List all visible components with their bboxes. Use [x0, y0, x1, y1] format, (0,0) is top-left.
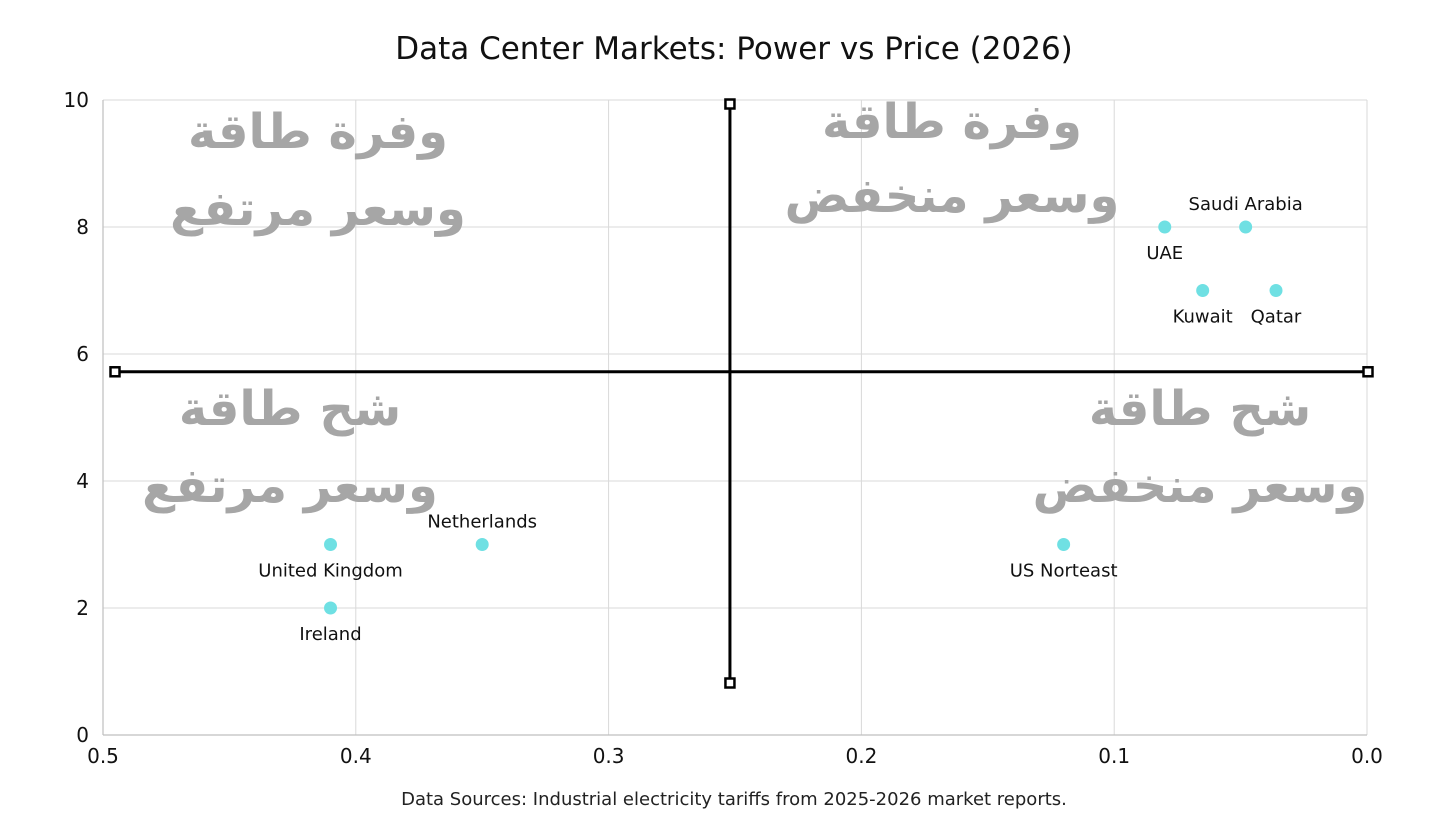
data-point — [475, 538, 489, 551]
axes — [102, 100, 1367, 736]
data-point — [1057, 538, 1071, 551]
x-tick-labels: 0.5 0.4 0.3 0.2 0.1 0.0 — [87, 744, 1383, 768]
y-tick-labels: 0 2 4 6 8 10 — [64, 88, 89, 747]
divider-handle[interactable] — [724, 677, 736, 689]
source-note: Data Sources: Industrial electricity tar… — [401, 789, 1067, 810]
point-label: United Kingdom — [258, 561, 402, 582]
point-label: Saudi Arabia — [1189, 194, 1303, 215]
y-tick-label: 6 — [76, 342, 89, 366]
quadrant-label-bottom-left: وسعر مرتفع — [142, 458, 438, 514]
grid — [103, 99, 1368, 735]
quadrant-label-top-left: وفرة طاقة — [188, 104, 448, 160]
x-tick-label: 0.4 — [340, 744, 372, 768]
quadrant-label-top-right: وسعر منخفض — [785, 168, 1120, 224]
data-point — [1158, 220, 1172, 234]
point-label: Ireland — [299, 624, 361, 645]
quadrant-label-top-right: وفرة طاقة — [822, 94, 1082, 150]
data-point — [324, 601, 338, 615]
divider-handle[interactable] — [109, 366, 121, 378]
point-label: US Norteast — [1010, 561, 1118, 582]
point-label: UAE — [1146, 243, 1183, 264]
y-tick-label: 8 — [76, 215, 89, 239]
x-tick-label: 0.2 — [845, 744, 877, 768]
data-point — [1269, 284, 1283, 297]
quadrant-label-bottom-left: شح طاقة — [179, 381, 401, 437]
y-tick-label: 0 — [76, 723, 89, 747]
data-point — [1239, 220, 1253, 234]
data-point — [324, 538, 338, 551]
data-points — [324, 220, 1283, 615]
x-tick-label: 0.0 — [1351, 744, 1383, 768]
quadrant-labels: وفرة طاقة وسعر مرتفع وفرة طاقة وسعر منخفض شح… — [142, 94, 1367, 514]
divider-handle[interactable] — [1362, 366, 1374, 378]
quadrant-label-top-left: وسعر مرتفع — [170, 181, 466, 237]
point-label: Netherlands — [427, 512, 537, 533]
x-tick-label: 0.1 — [1098, 744, 1130, 768]
quadrant-dividers — [109, 98, 1374, 689]
point-label: Qatar — [1251, 307, 1302, 328]
y-tick-label: 10 — [64, 88, 89, 112]
x-tick-label: 0.3 — [593, 744, 625, 768]
divider-handle[interactable] — [724, 98, 736, 110]
quadrant-label-bottom-right: وسعر منخفض — [1033, 458, 1368, 514]
y-tick-label: 4 — [76, 469, 89, 493]
point-labels: Saudi Arabia UAE Kuwait Qatar Netherlands Uni… — [258, 194, 1302, 645]
y-tick-label: 2 — [76, 596, 89, 620]
point-label: Kuwait — [1173, 307, 1233, 328]
quadrant-label-bottom-right: شح طاقة — [1089, 381, 1311, 437]
chart-title: Data Center Markets: Power vs Price (202… — [395, 31, 1073, 67]
x-tick-label: 0.5 — [87, 744, 119, 768]
data-point — [1196, 284, 1210, 297]
